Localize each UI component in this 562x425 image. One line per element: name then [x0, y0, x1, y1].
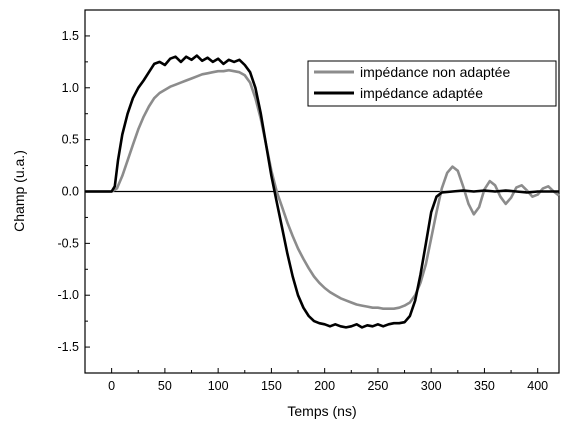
y-tick-label: 1.5 — [62, 29, 79, 43]
x-axis: 0 50 100 150 200 250 300 350 400 — [84, 368, 548, 393]
y-tick-label: 1.0 — [62, 81, 79, 95]
series-line-adaptee — [85, 54, 559, 329]
legend: impédance non adaptée impédance adaptée — [307, 60, 557, 107]
x-tick-label: 150 — [261, 379, 282, 393]
legend-box — [307, 60, 557, 107]
x-tick-label: 50 — [158, 379, 172, 393]
series-layer — [85, 54, 560, 329]
y-tick-label: 0.0 — [62, 185, 79, 199]
x-tick-label: 200 — [314, 379, 335, 393]
x-tick-label: 0 — [108, 379, 115, 393]
legend-label-non-adaptee: impédance non adaptée — [360, 64, 510, 80]
x-axis-title: Temps (ns) — [287, 403, 356, 419]
y-tick-label: -1.0 — [57, 288, 79, 302]
y-axis-title: Champ (u.a.) — [11, 150, 27, 232]
x-tick-label: 250 — [367, 379, 388, 393]
legend-label-adaptee: impédance adaptée — [360, 85, 483, 101]
y-tick-label: -0.5 — [57, 236, 79, 250]
y-tick-label: 0.5 — [62, 133, 79, 147]
series-line-non-adaptee — [85, 68, 560, 311]
x-tick-label: 350 — [474, 379, 495, 393]
x-tick-label: 100 — [208, 379, 229, 393]
y-tick-label: -1.5 — [57, 340, 79, 354]
y-axis: -1.5 -1.0 -0.5 0.0 0.5 1.0 1.5 — [57, 9, 90, 374]
x-tick-label: 400 — [527, 379, 548, 393]
x-tick-label: 300 — [421, 379, 442, 393]
